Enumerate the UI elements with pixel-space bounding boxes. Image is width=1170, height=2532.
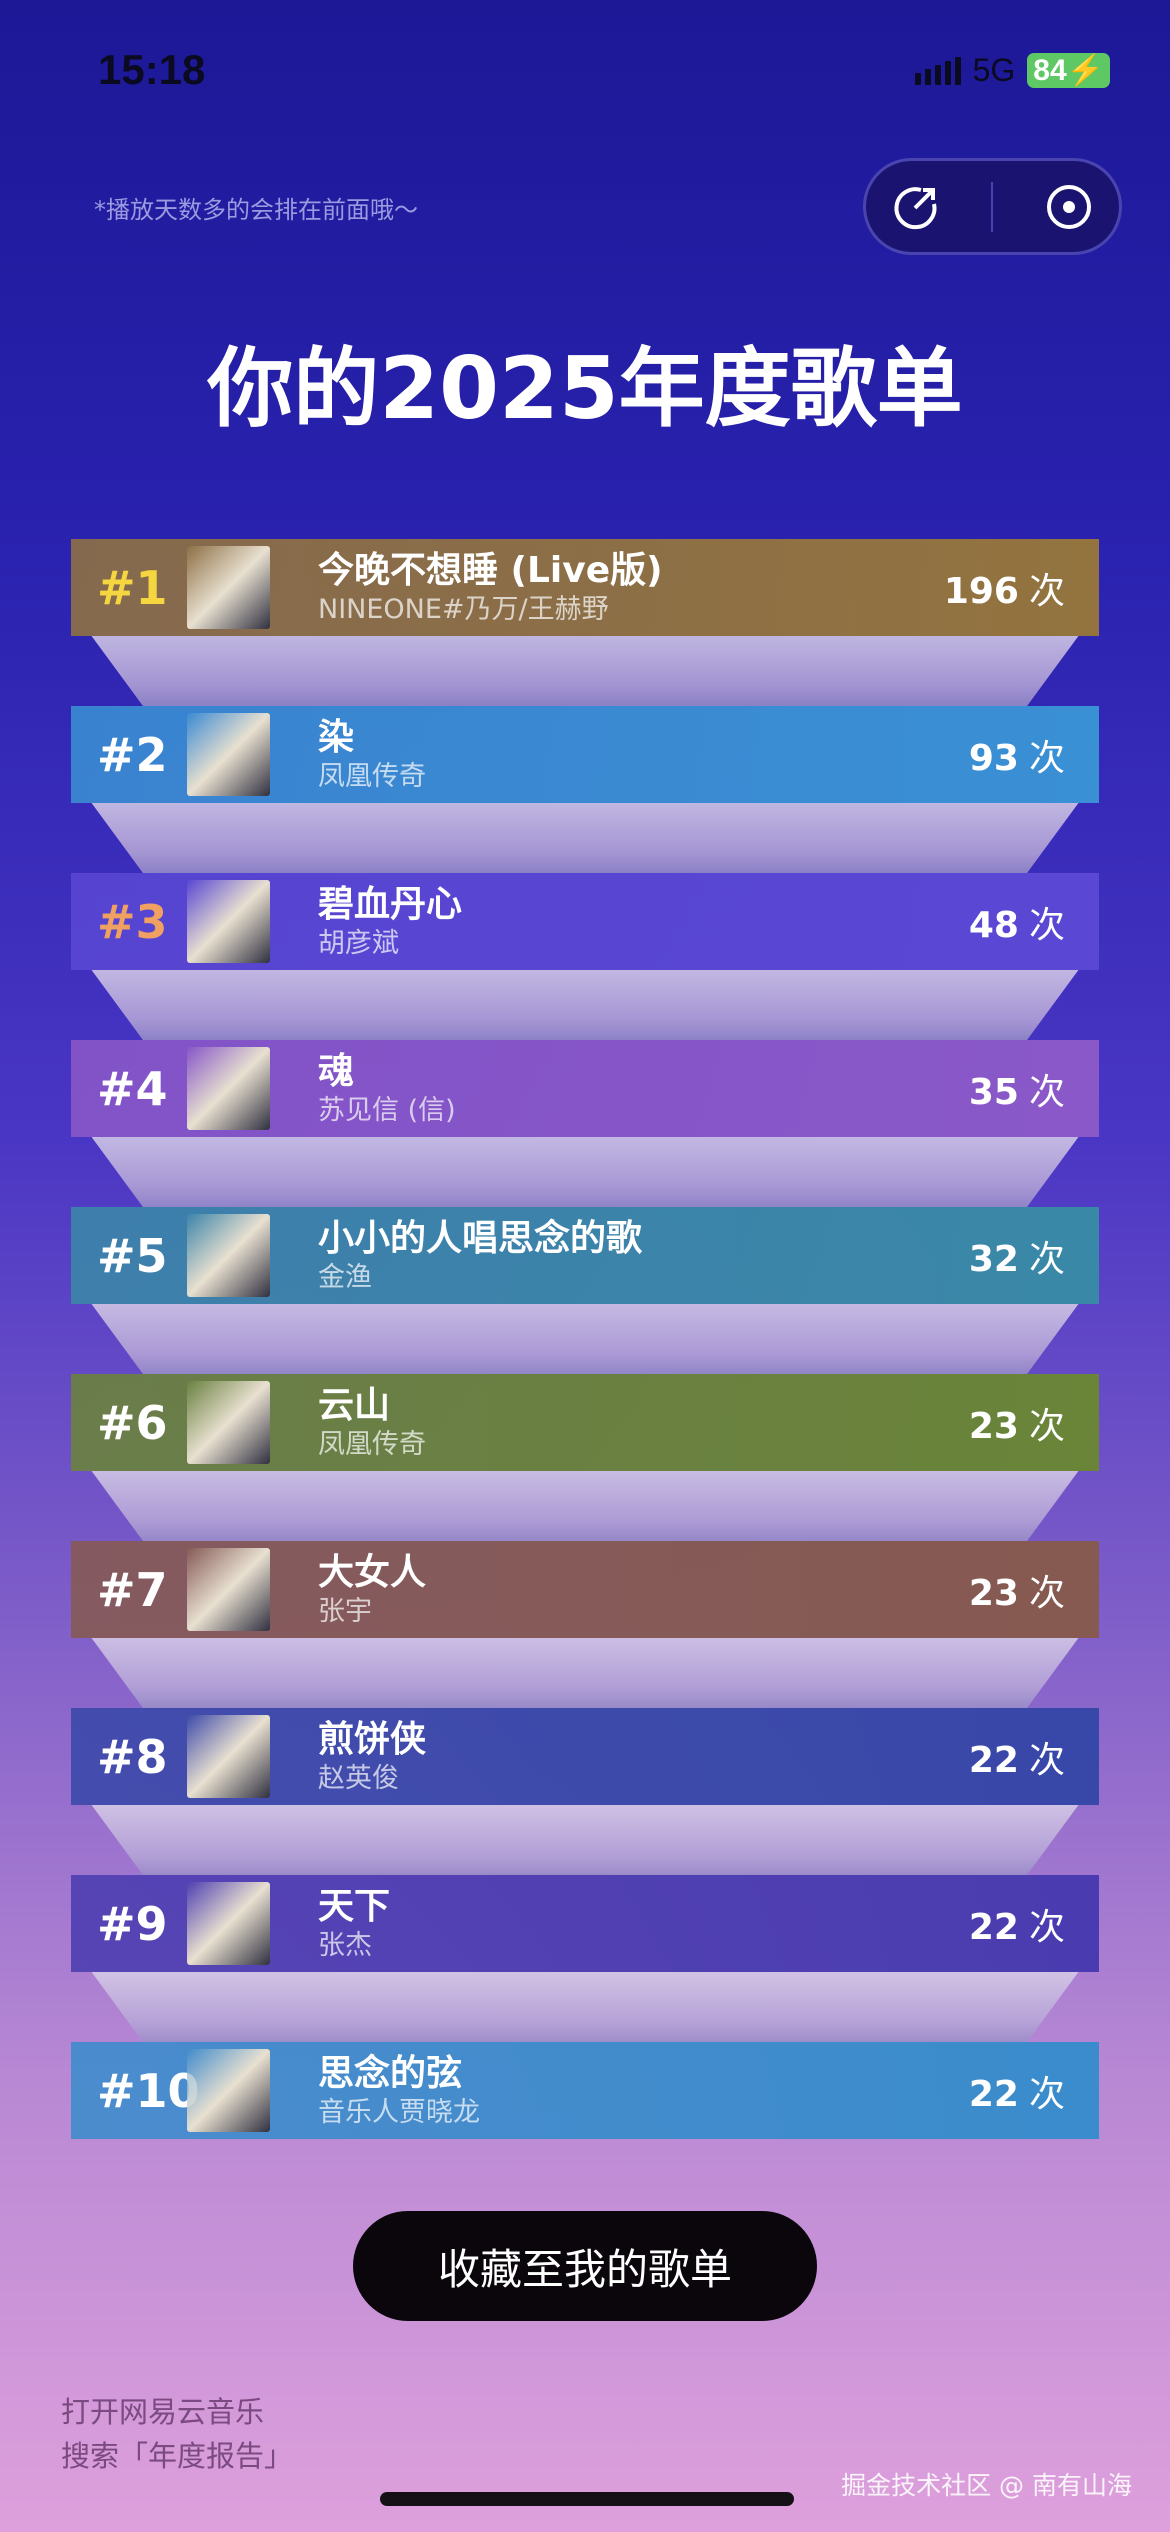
- album-cover: [187, 1882, 270, 1965]
- cover-floor-decoration: [91, 1638, 1079, 1708]
- cover-floor-decoration: [91, 1471, 1079, 1541]
- rank: #2: [97, 727, 168, 782]
- song-title: 今晚不想睡 (Live版): [318, 549, 663, 591]
- count-unit: 次: [1028, 2073, 1065, 2115]
- song-row[interactable]: #8 煎饼侠 赵英俊 22 次: [71, 1708, 1099, 1805]
- song-artist: 凤凰传奇: [318, 1428, 426, 1460]
- count-unit: 次: [1028, 1572, 1065, 1614]
- album-cover: [187, 1548, 270, 1631]
- count-unit: 次: [1028, 1405, 1065, 1447]
- song-row[interactable]: #3 碧血丹心 胡彦斌 48 次: [71, 873, 1099, 970]
- song-artist: 凤凰传奇: [318, 760, 426, 792]
- song-artist: 苏见信 (信): [318, 1094, 456, 1126]
- watermark: 掘金技术社区 @ 南有山海: [841, 2471, 1132, 2500]
- play-count: 32 次: [968, 1238, 1065, 1280]
- song-title: 煎饼侠: [318, 1718, 427, 1760]
- rank: #8: [97, 1729, 168, 1784]
- song-artist: 胡彦斌: [318, 927, 399, 959]
- count-unit: 次: [1028, 570, 1065, 612]
- song-row[interactable]: #1 今晚不想睡 (Live版) NINEONE#乃万/王赫野 196 次: [71, 539, 1099, 636]
- page-title: 你的2025年度歌单: [207, 339, 963, 439]
- hint-text: *播放天数多的会排在前面哦～: [94, 196, 418, 224]
- footer-text: 打开网易云音乐 搜索「年度报告」: [61, 2390, 293, 2478]
- play-count: 48 次: [968, 904, 1065, 946]
- signal-icon: [914, 56, 961, 85]
- play-count: 93 次: [968, 737, 1065, 779]
- album-cover: [187, 880, 270, 963]
- play-count: 35 次: [968, 1071, 1065, 1113]
- count-unit: 次: [1028, 1739, 1065, 1781]
- share-icon[interactable]: [891, 182, 941, 232]
- count-unit: 次: [1028, 1238, 1065, 1280]
- home-indicator[interactable]: [380, 2492, 794, 2506]
- cover-floor-decoration: [91, 1304, 1079, 1374]
- status-time: 15:18: [98, 46, 206, 93]
- song-artist: 金渔: [318, 1261, 372, 1293]
- rank: #9: [97, 1896, 168, 1951]
- status-bar-right: 5G 84⚡: [914, 52, 1110, 89]
- song-title: 魂: [318, 1050, 355, 1092]
- rank: #4: [97, 1061, 168, 1116]
- divider: [991, 181, 994, 232]
- album-cover: [187, 546, 270, 629]
- cover-floor-decoration: [91, 1805, 1079, 1875]
- capsule-menu: [863, 158, 1122, 255]
- rank: #10: [97, 2063, 200, 2118]
- song-title: 天下: [318, 1885, 391, 1927]
- song-artist: 赵英俊: [318, 1762, 399, 1794]
- cover-floor-decoration: [91, 636, 1079, 706]
- play-count: 22 次: [968, 2073, 1065, 2115]
- song-artist: NINEONE#乃万/王赫野: [318, 593, 609, 625]
- network-type: 5G: [972, 52, 1016, 88]
- song-row[interactable]: #10 思念的弦 音乐人贾晓龙 22 次: [71, 2042, 1099, 2139]
- album-cover: [187, 713, 270, 796]
- play-count: 23 次: [968, 1405, 1065, 1447]
- rank: #1: [97, 560, 168, 615]
- count-unit: 次: [1028, 1071, 1065, 1113]
- rank: #3: [97, 894, 168, 949]
- rank: #7: [97, 1562, 168, 1617]
- album-cover: [187, 1381, 270, 1464]
- song-row[interactable]: #9 天下 张杰 22 次: [71, 1875, 1099, 1972]
- cover-floor-decoration: [91, 970, 1079, 1040]
- song-title: 碧血丹心: [318, 883, 463, 925]
- cover-floor-decoration: [91, 1137, 1079, 1207]
- count-unit: 次: [1028, 737, 1065, 779]
- song-title: 大女人: [318, 1551, 427, 1593]
- rank: #5: [97, 1228, 168, 1283]
- battery-icon: 84⚡: [1027, 53, 1110, 88]
- song-title: 小小的人唱思念的歌: [318, 1217, 643, 1259]
- play-count: 23 次: [968, 1572, 1065, 1614]
- song-row[interactable]: #2 染 凤凰传奇 93 次: [71, 706, 1099, 803]
- count-unit: 次: [1028, 904, 1065, 946]
- play-count: 22 次: [968, 1906, 1065, 1948]
- battery-level: 84: [1033, 54, 1067, 87]
- song-row[interactable]: #4 魂 苏见信 (信) 35 次: [71, 1040, 1099, 1137]
- album-cover: [187, 1047, 270, 1130]
- cover-floor-decoration: [91, 1972, 1079, 2042]
- song-artist: 音乐人贾晓龙: [318, 2096, 480, 2128]
- rank: #6: [97, 1395, 168, 1450]
- song-row[interactable]: #5 小小的人唱思念的歌 金渔 32 次: [71, 1207, 1099, 1304]
- album-cover: [187, 1715, 270, 1798]
- song-title: 思念的弦: [318, 2052, 463, 2094]
- play-count: 22 次: [968, 1739, 1065, 1781]
- song-title: 染: [318, 716, 355, 758]
- song-title: 云山: [318, 1384, 391, 1426]
- song-artist: 张杰: [318, 1929, 372, 1961]
- album-cover: [187, 2049, 270, 2132]
- cover-floor-decoration: [91, 803, 1079, 873]
- song-row[interactable]: #6 云山 凤凰传奇 23 次: [71, 1374, 1099, 1471]
- save-to-playlist-button[interactable]: 收藏至我的歌单: [353, 2211, 817, 2321]
- album-cover: [187, 1214, 270, 1297]
- count-unit: 次: [1028, 1906, 1065, 1948]
- footer-line1: 打开网易云音乐: [61, 2395, 265, 2429]
- footer-line2: 搜索「年度报告」: [61, 2439, 294, 2473]
- close-target-icon[interactable]: [1044, 182, 1094, 232]
- song-row[interactable]: #7 大女人 张宇 23 次: [71, 1541, 1099, 1638]
- song-artist: 张宇: [318, 1595, 372, 1627]
- play-count: 196 次: [943, 570, 1065, 612]
